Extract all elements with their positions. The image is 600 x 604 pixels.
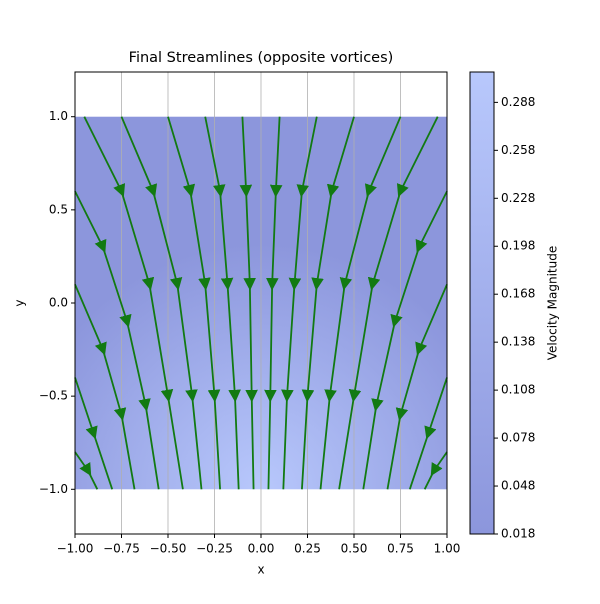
colorbar-tick-label: 0.138	[501, 335, 535, 349]
colorbar-tick-label: 0.018	[501, 527, 535, 541]
streamline	[74, 190, 160, 490]
colorbar-tick-label: 0.078	[501, 431, 535, 445]
y-tick-label: −1.0	[39, 482, 68, 496]
streamline	[423, 451, 448, 490]
streamline	[386, 284, 448, 490]
streamline	[281, 116, 318, 490]
streamline	[167, 116, 221, 490]
streamline	[264, 116, 283, 490]
colorbar-tick-label: 0.168	[501, 287, 535, 301]
axes-frame	[74, 71, 448, 535]
streamline	[74, 284, 136, 490]
colorbar-tick-label: 0.198	[501, 239, 535, 253]
x-tick-label: 0.50	[341, 542, 368, 556]
x-tick-label: −0.75	[103, 542, 140, 556]
y-tick-label: −0.5	[39, 389, 68, 403]
y-tick-label: 1.0	[49, 109, 68, 123]
streamline	[74, 377, 114, 490]
x-tick-label: 1.00	[434, 542, 461, 556]
x-tick-label: −0.50	[150, 542, 187, 556]
y-tick-label: 0.0	[49, 296, 68, 310]
x-tick-label: 0.25	[294, 542, 321, 556]
x-tick-label: 0.00	[248, 542, 275, 556]
colorbar-label: Velocity Magnitude	[546, 246, 560, 360]
colorbar-tick-label: 0.108	[501, 383, 535, 397]
streamline	[204, 116, 241, 490]
colorbar-tick-label: 0.048	[501, 479, 535, 493]
colorbar-tick-label: 0.288	[501, 95, 535, 109]
streamline	[319, 116, 402, 490]
streamline	[74, 451, 99, 490]
streamline	[301, 116, 355, 490]
y-axis-label: y	[13, 299, 27, 306]
streamline	[362, 190, 448, 490]
x-tick-label: −1.00	[57, 542, 94, 556]
streamline	[120, 116, 203, 490]
y-tick-label: 0.5	[49, 202, 68, 216]
x-tick-label: −0.25	[196, 542, 233, 556]
colorbar	[469, 71, 495, 535]
x-tick-label: 0.75	[387, 542, 414, 556]
colorbar-tick-label: 0.258	[501, 143, 535, 157]
streamline	[408, 377, 448, 490]
x-axis-label: x	[257, 563, 264, 577]
chart-title: Final Streamlines (opposite vortices)	[129, 50, 394, 66]
streamline	[239, 116, 258, 490]
colorbar-tick-label: 0.228	[501, 191, 535, 205]
